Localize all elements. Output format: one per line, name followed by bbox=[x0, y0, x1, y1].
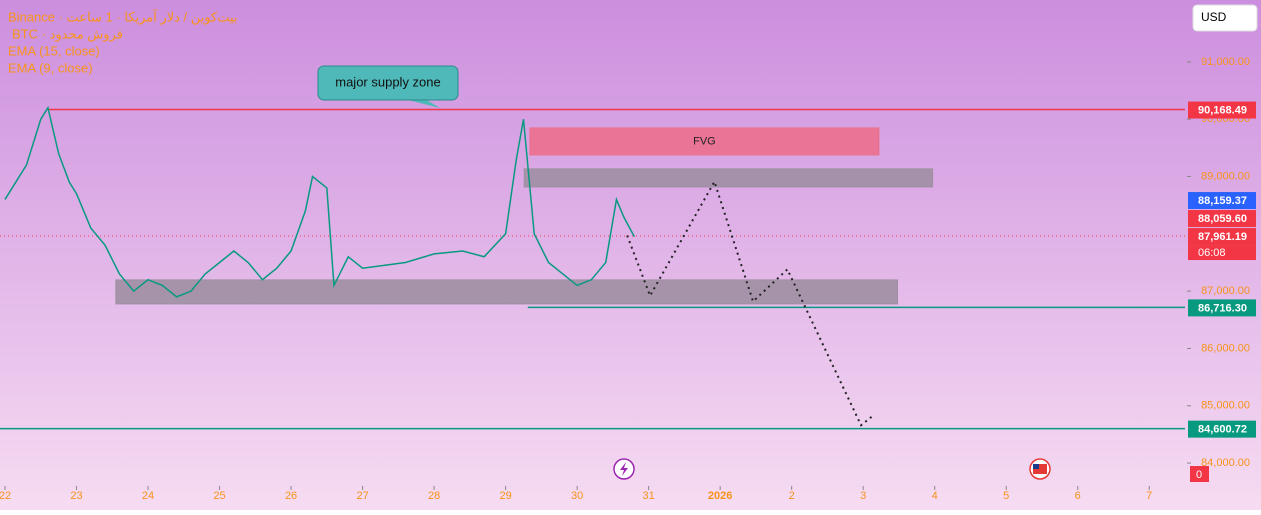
x-tick-label: 29 bbox=[499, 490, 511, 502]
countdown: 06:08 bbox=[1198, 247, 1226, 259]
x-tick-label: 31 bbox=[643, 490, 655, 502]
y-tick-label: 91,000.00 bbox=[1201, 56, 1250, 68]
symbol-sub: BTC · فروش محدود bbox=[12, 26, 123, 42]
y-tick-label: 86,000.00 bbox=[1201, 342, 1250, 354]
zone bbox=[529, 127, 880, 156]
x-tick-label: 26 bbox=[285, 490, 297, 502]
x-tick-label: 25 bbox=[213, 490, 225, 502]
lightning-icon[interactable] bbox=[613, 458, 635, 480]
currency-label[interactable]: USD bbox=[1201, 10, 1227, 24]
y-tick-label: 84,000.00 bbox=[1201, 457, 1250, 469]
y-tick-label: 85,000.00 bbox=[1201, 400, 1250, 412]
callout bbox=[317, 65, 459, 101]
price-label: 90,168.49 bbox=[1198, 104, 1247, 116]
price-label: 87,961.19 bbox=[1198, 231, 1247, 243]
price-line bbox=[4, 105, 635, 298]
price-label-box bbox=[1188, 228, 1256, 246]
x-tick-label: 24 bbox=[142, 490, 154, 502]
currency-button[interactable] bbox=[1192, 4, 1258, 32]
indicator-label: EMA (9, close) bbox=[8, 60, 93, 75]
x-tick-label: 5 bbox=[1003, 490, 1009, 502]
x-tick-label: 28 bbox=[428, 490, 440, 502]
x-tick-label: 3 bbox=[860, 490, 866, 502]
y-tick-label: 87,000.00 bbox=[1201, 285, 1250, 297]
x-tick-label: 22 bbox=[0, 490, 11, 502]
x-tick-label: 23 bbox=[70, 490, 82, 502]
projection-path bbox=[626, 179, 874, 427]
y-tick-label: 89,000.00 bbox=[1201, 170, 1250, 182]
countdown-box bbox=[1188, 245, 1256, 261]
x-tick-label: 30 bbox=[571, 490, 583, 502]
price-label-box bbox=[1188, 192, 1256, 210]
x-tick-label: 2026 bbox=[708, 490, 732, 502]
x-tick-label: 4 bbox=[932, 490, 938, 502]
symbol-title: Binance · بیت‌کوین / دلار آمریکا · 1 ساع… bbox=[8, 8, 238, 25]
price-label-box bbox=[1188, 420, 1256, 438]
volume-label: 0 bbox=[1196, 469, 1202, 481]
callout-text: major supply zone bbox=[335, 74, 441, 89]
price-label-box bbox=[1188, 210, 1256, 228]
price-label-box bbox=[1188, 299, 1256, 317]
x-tick-label: 7 bbox=[1146, 490, 1152, 502]
volume-label-box bbox=[1190, 466, 1209, 482]
price-label: 86,716.30 bbox=[1198, 302, 1247, 314]
zone-label: FVG bbox=[693, 135, 716, 147]
zone bbox=[523, 168, 934, 188]
price-label: 88,159.37 bbox=[1198, 195, 1247, 207]
flag-icon[interactable] bbox=[1029, 458, 1051, 480]
x-tick-label: 6 bbox=[1075, 490, 1081, 502]
indicator-label: EMA (15, close) bbox=[8, 43, 100, 58]
x-tick-label: 27 bbox=[356, 490, 368, 502]
price-label: 88,059.60 bbox=[1198, 213, 1247, 225]
x-tick-label: 2 bbox=[789, 490, 795, 502]
zone bbox=[115, 279, 899, 305]
price-label: 84,600.72 bbox=[1198, 424, 1247, 436]
price-label-box bbox=[1188, 101, 1256, 119]
